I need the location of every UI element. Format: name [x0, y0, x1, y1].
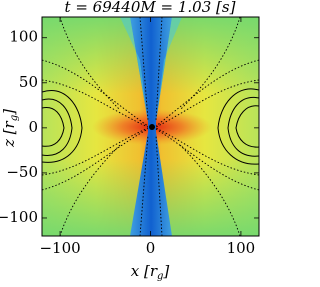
x-tick-label: −100: [39, 239, 80, 257]
figure: t = 69440M = 1.03 [s] x [rg] z [rg] −100…: [0, 0, 260, 282]
chart-title: t = 69440M = 1.03 [s]: [65, 0, 236, 16]
y-tick-label: −50: [6, 163, 38, 181]
y-axis-label: z [rg]: [0, 109, 20, 148]
x-tick-label: 0: [146, 239, 156, 257]
y-tick-label: −100: [0, 208, 38, 226]
y-tick-label: 50: [19, 73, 38, 91]
y-tick-label: 0: [28, 118, 38, 136]
x-axis-label: x [rg]: [131, 262, 170, 282]
image: [42, 17, 259, 236]
y-tick-label: 100: [9, 28, 38, 46]
x-tick-label: 100: [227, 239, 256, 257]
